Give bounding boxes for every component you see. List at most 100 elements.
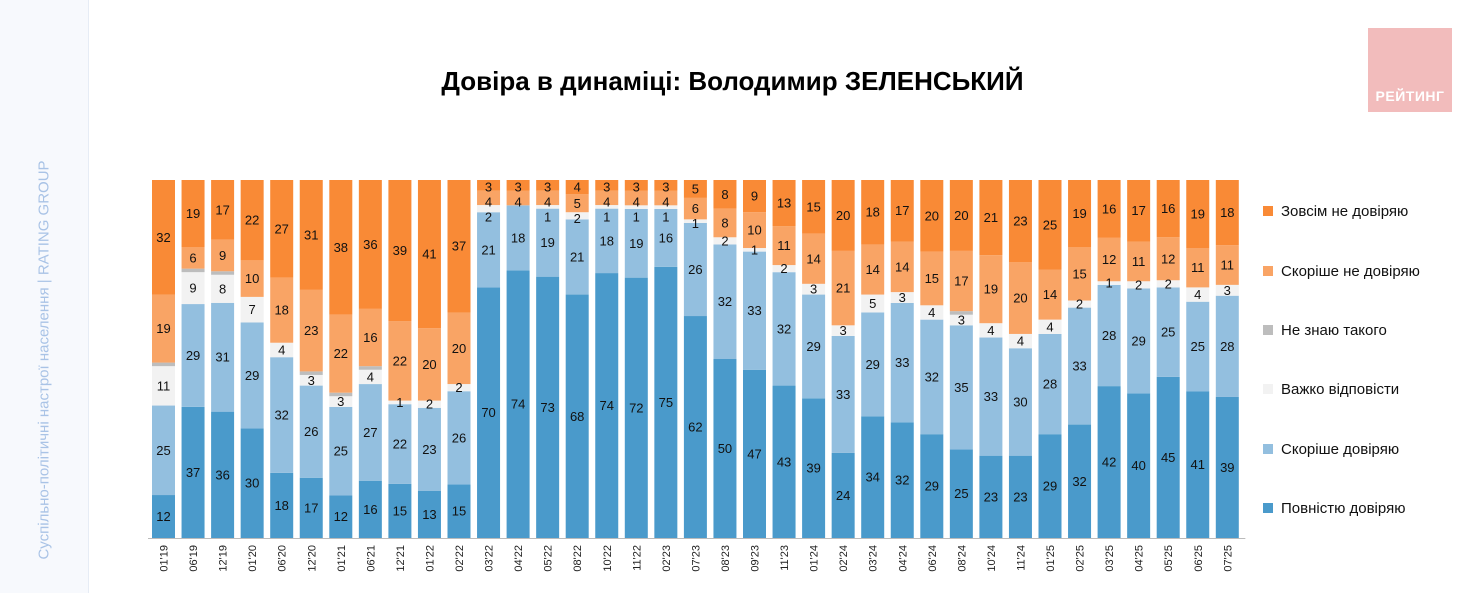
data-label: 2 — [1165, 276, 1172, 291]
bar-segment — [477, 190, 501, 206]
data-label: 22 — [393, 353, 407, 368]
data-label: 26 — [452, 430, 466, 445]
bar-segment — [536, 208, 560, 277]
bar-segment — [181, 304, 205, 407]
data-label: 2 — [721, 233, 728, 248]
bar-segment — [565, 294, 589, 538]
bar-segment — [624, 208, 648, 278]
data-label: 17 — [895, 203, 909, 218]
bar-segment — [772, 180, 796, 227]
data-label: 2 — [780, 261, 787, 276]
data-label: 4 — [544, 195, 551, 210]
bar-segment — [240, 260, 264, 297]
x-tick-label: 07'25 — [1222, 545, 1234, 572]
bar-segment — [240, 180, 264, 261]
legend-label: Скоріше довіряю — [1281, 441, 1399, 458]
data-label: 29 — [245, 368, 259, 383]
data-label: 3 — [899, 290, 906, 305]
data-label: 21 — [570, 249, 584, 264]
bar-segment — [861, 244, 885, 295]
data-label: 3 — [308, 373, 315, 388]
x-tick-label: 01'21 — [336, 545, 348, 572]
bar-segment — [1068, 424, 1092, 538]
bar-segment — [920, 180, 944, 252]
data-label: 14 — [865, 262, 879, 277]
data-label: 3 — [810, 282, 817, 297]
bar-segment — [683, 222, 707, 317]
data-label: 11 — [777, 238, 791, 253]
data-label: 6 — [692, 201, 699, 216]
data-label: 41 — [422, 247, 436, 262]
data-label: 1 — [603, 210, 610, 225]
data-label: 7 — [249, 302, 256, 317]
bar-segment — [417, 490, 441, 538]
data-label: 9 — [189, 281, 196, 296]
data-label: 4 — [928, 305, 935, 320]
bar-segment — [358, 480, 382, 538]
bar-segment — [1156, 180, 1180, 238]
data-label: 39 — [806, 461, 820, 476]
data-label: 21 — [481, 242, 495, 257]
bar-segment — [358, 308, 382, 367]
x-tick-label: 01'19 — [159, 545, 171, 572]
x-tick-label: 11'22 — [631, 545, 643, 571]
data-label: 74 — [511, 397, 525, 412]
x-tick-label: 03'25 — [1104, 545, 1116, 572]
data-label: 15 — [806, 199, 820, 214]
data-label: 10 — [245, 271, 259, 286]
bar-segment — [831, 452, 855, 538]
x-tick-label: 08'22 — [572, 545, 584, 572]
bar-segment — [920, 251, 944, 306]
bar-segment — [1215, 180, 1239, 246]
data-label: 25 — [334, 444, 348, 459]
data-label: 3 — [603, 180, 610, 195]
bar-segment — [1127, 180, 1151, 242]
bar-segment — [270, 180, 294, 278]
bar-segment — [565, 212, 589, 220]
data-label: 20 — [954, 208, 968, 223]
bar-segment — [299, 477, 323, 538]
data-label: 11 — [1132, 254, 1146, 269]
data-label: 32 — [1072, 474, 1086, 489]
data-label: 27 — [363, 425, 377, 440]
data-label: 1 — [396, 395, 403, 410]
legend-label: Скоріше не довіряю — [1281, 263, 1420, 280]
x-tick-label: 01'25 — [1045, 545, 1057, 572]
bar-segment — [772, 226, 796, 266]
data-label: 6 — [189, 250, 196, 265]
bar-segment — [447, 391, 471, 485]
data-label: 19 — [540, 235, 554, 250]
x-tick-label: 06'20 — [277, 545, 289, 572]
bar-segment — [1097, 284, 1121, 387]
bar-segment — [152, 366, 175, 406]
data-label: 18 — [274, 303, 288, 318]
data-label: 29 — [1043, 479, 1057, 494]
bar-segment — [211, 180, 235, 240]
data-label: 4 — [603, 195, 610, 210]
bar-segment — [1215, 396, 1239, 538]
bar-segment — [1186, 301, 1210, 392]
bar-segment — [890, 422, 914, 538]
x-tick-label: 08'23 — [720, 545, 732, 572]
bar-segment — [299, 385, 323, 478]
bar-segment — [536, 190, 560, 206]
bar-segment — [802, 398, 826, 538]
x-tick-label: 02'25 — [1075, 545, 1087, 572]
data-label: 68 — [570, 409, 584, 424]
data-label: 33 — [1072, 359, 1086, 374]
bar-segment — [152, 294, 175, 363]
data-label: 18 — [274, 498, 288, 513]
bar-segment — [890, 180, 914, 242]
data-label: 23 — [1013, 489, 1027, 504]
bar-segment — [1215, 295, 1239, 397]
x-tick-label: 10'24 — [986, 545, 998, 572]
data-label: 23 — [422, 442, 436, 457]
data-label: 13 — [777, 196, 791, 211]
bar-segment — [447, 180, 471, 313]
data-label: 11 — [1191, 260, 1205, 275]
bar-segment — [447, 484, 471, 538]
bar-segment — [1038, 180, 1062, 270]
data-label: 34 — [865, 470, 879, 485]
x-tick-label: 02'24 — [838, 545, 850, 572]
bar-segment — [1097, 237, 1121, 282]
